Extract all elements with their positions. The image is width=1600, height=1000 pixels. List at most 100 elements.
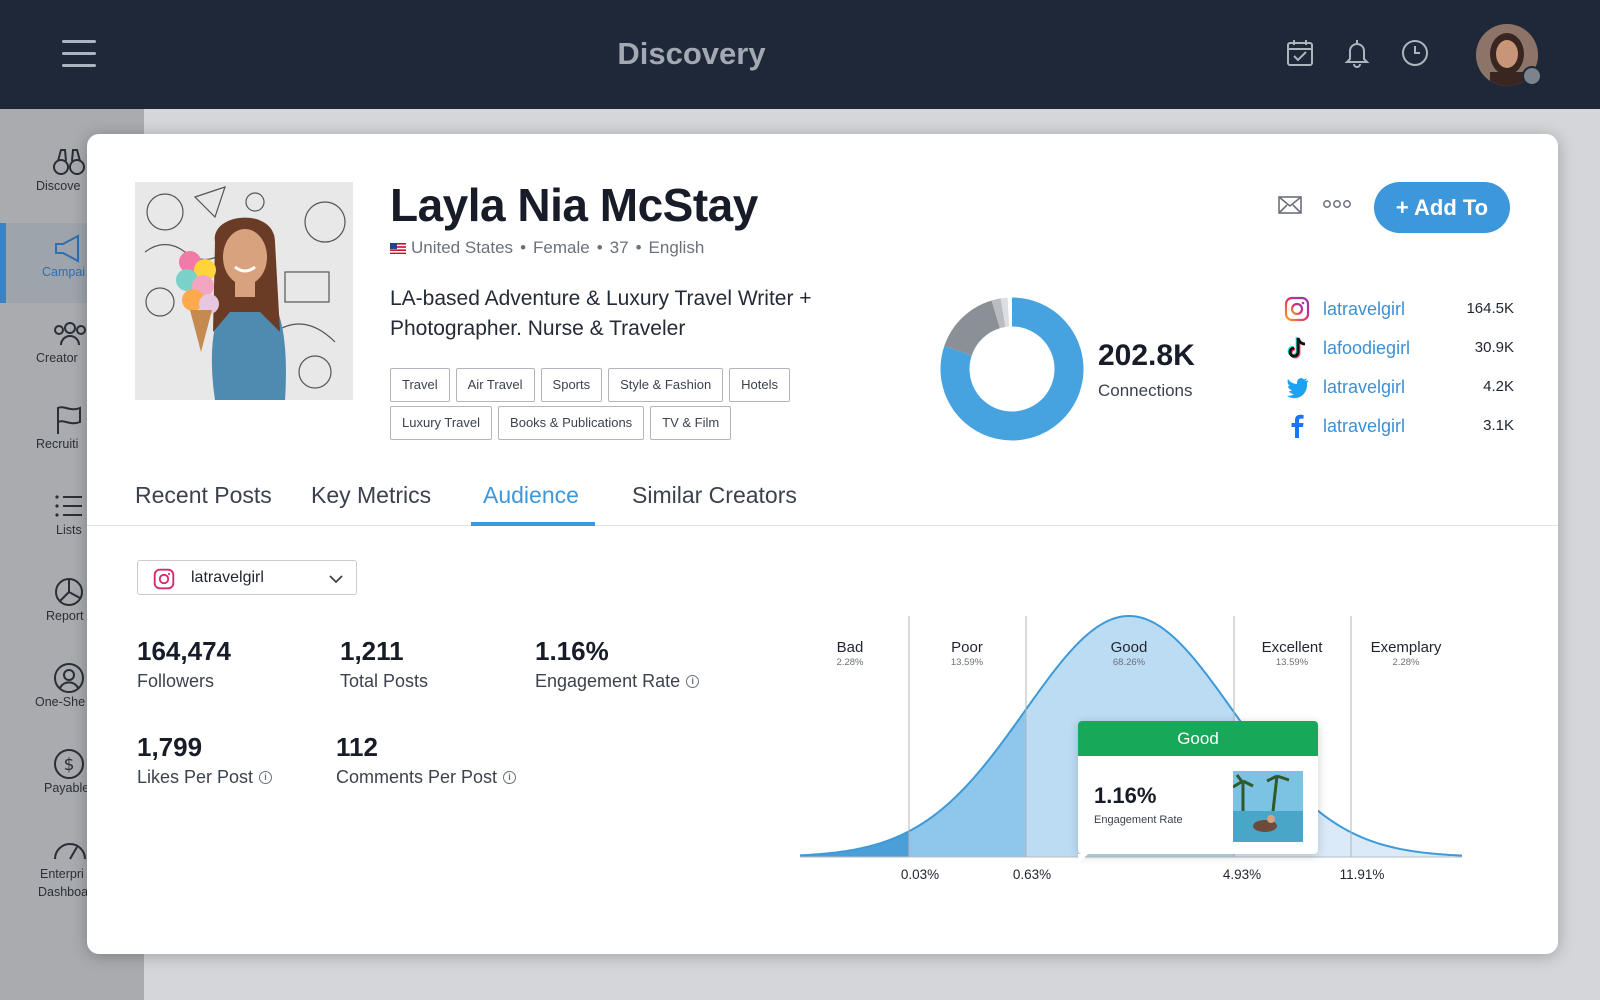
calendar-check-icon[interactable] (1285, 38, 1315, 68)
stat-engagement-rate: 1.16% Engagement Rate i (535, 636, 700, 692)
active-tab-indicator (471, 522, 595, 526)
users-icon (54, 322, 86, 346)
connections-donut-chart (940, 297, 1084, 441)
sidebar-item-creators[interactable]: Creator (0, 309, 144, 389)
tooltip-tail (1078, 854, 1088, 864)
tooltip-label: Engagement Rate (1094, 814, 1183, 826)
separator: • (635, 238, 642, 257)
profile-tabs: Recent Posts Key Metrics Audience Simila… (87, 474, 1558, 526)
tag[interactable]: Air Travel (455, 368, 535, 402)
sidebar-item-lists[interactable]: Lists (0, 481, 144, 561)
chevron-down-icon (329, 575, 343, 584)
social-handle-link[interactable]: latravelgirl (1323, 416, 1406, 436)
social-row-tiktok: lafoodiegirl 30.9K (1284, 333, 1514, 363)
band-share-label: 13.59% (1276, 657, 1309, 668)
social-row-instagram: latravelgirl 164.5K (1284, 294, 1514, 324)
tab-recent-posts[interactable]: Recent Posts (135, 482, 272, 508)
threshold-tick-label: 0.03% (901, 867, 939, 882)
sidebar-item-label: Payable (44, 781, 90, 795)
twitter-icon (1287, 378, 1308, 399)
stat-label: Engagement Rate (535, 671, 681, 691)
social-handle-link[interactable]: latravelgirl (1323, 377, 1406, 397)
tag[interactable]: Books & Publications (498, 406, 645, 440)
menu-icon[interactable] (62, 40, 96, 68)
sidebar-item-payables[interactable]: $ Payable (0, 739, 144, 819)
chevron-down-icon[interactable] (1522, 66, 1542, 86)
band-share-label: 2.28% (1393, 657, 1420, 668)
creator-age: 37 (609, 238, 629, 257)
threshold-tick-label: 0.63% (1013, 867, 1051, 882)
pie-chart-icon (55, 578, 83, 606)
tab-key-metrics[interactable]: Key Metrics (311, 482, 432, 508)
stat-label: Comments Per Post (336, 767, 498, 787)
tag[interactable]: Style & Fashion (608, 368, 724, 402)
creator-country: United States (411, 238, 514, 257)
donut-segment (1000, 297, 1010, 328)
social-handle-link[interactable]: latravelgirl (1323, 299, 1406, 319)
stat-value: 112 (336, 732, 378, 762)
tab-similar-creators[interactable]: Similar Creators (632, 482, 797, 508)
tag[interactable]: Sports (540, 368, 603, 402)
sidebar-item-label: Lists (56, 523, 82, 537)
mail-icon[interactable] (1278, 195, 1302, 215)
account-select-value: latravelgirl (191, 569, 264, 586)
donut-segment (991, 298, 1006, 329)
page-title: Discovery (617, 36, 766, 71)
tag[interactable]: TV & Film (650, 406, 732, 440)
chart-band-area (800, 831, 909, 857)
sidebar-item-label: Enterpri (40, 867, 84, 881)
bell-icon[interactable] (1342, 38, 1372, 68)
band-label: Poor (951, 639, 983, 656)
gauge-icon (54, 843, 86, 860)
sidebar-item-discovery[interactable]: Discove (0, 137, 144, 217)
social-row-facebook: latravelgirl 3.1K (1284, 411, 1514, 441)
sidebar-item-enterprise-dashboard[interactable]: Enterpri Dashboa (0, 825, 144, 921)
sidebar-item-label: Campai (42, 265, 86, 279)
sidebar-item-label: Creator (36, 351, 78, 365)
profile-photo (135, 182, 353, 400)
tiktok-icon (1287, 337, 1306, 359)
band-share-label: 13.59% (951, 657, 984, 668)
category-tags: Travel Air Travel Sports Style & Fashion Hot… (390, 368, 830, 444)
chart-band-area (909, 709, 1026, 857)
sidebar-item-label: One-She (35, 695, 86, 709)
social-handle-link[interactable]: lafoodiegirl (1323, 338, 1411, 358)
add-to-button[interactable]: + Add To (1374, 182, 1510, 233)
user-avatar[interactable] (1476, 24, 1538, 86)
separator: • (520, 238, 527, 257)
tag[interactable]: Hotels (729, 368, 791, 402)
band-share-label: 2.28% (837, 657, 864, 668)
donut-segment (940, 297, 1084, 441)
sidebar-item-recruiting[interactable]: Recruiti (0, 395, 144, 475)
band-label: Good (1111, 639, 1148, 656)
tab-audience[interactable]: Audience (483, 482, 579, 508)
stat-comments-per-post: 112 Comments Per Post i (336, 732, 517, 788)
creator-meta: United States • Female • 37 • English (390, 238, 704, 258)
sidebar-item-reports[interactable]: Report (0, 567, 144, 647)
tag[interactable]: Travel (390, 368, 450, 402)
band-label: Bad (837, 639, 864, 656)
info-icon[interactable]: i (686, 675, 700, 688)
info-icon[interactable]: i (259, 771, 273, 784)
info-icon[interactable]: i (503, 771, 517, 784)
social-follower-count: 3.1K (1483, 417, 1514, 434)
tooltip-value: 1.16% (1094, 783, 1157, 808)
clock-icon[interactable] (1400, 38, 1430, 68)
stat-value: 1,799 (137, 732, 203, 762)
sidebar-item-label: Dashboa (38, 885, 89, 899)
tag[interactable]: Luxury Travel (390, 406, 493, 440)
flag-icon (57, 406, 81, 434)
connections-label: Connections (1098, 381, 1193, 400)
creator-name: Layla Nia McStay (390, 179, 758, 231)
tooltip-title: Good (1078, 721, 1318, 756)
svg-text:$: $ (64, 755, 75, 775)
user-circle-icon (54, 663, 84, 693)
more-options-icon[interactable] (1323, 199, 1351, 209)
social-row-twitter: latravelgirl 4.2K (1284, 372, 1514, 402)
instagram-icon (153, 568, 175, 590)
account-select[interactable]: latravelgirl (137, 560, 357, 595)
binoculars-icon (53, 149, 85, 175)
sidebar-item-one-sheet[interactable]: One-She (0, 653, 144, 733)
threshold-tick-label: 11.91% (1340, 867, 1385, 882)
stat-label: Likes Per Post (137, 767, 254, 787)
